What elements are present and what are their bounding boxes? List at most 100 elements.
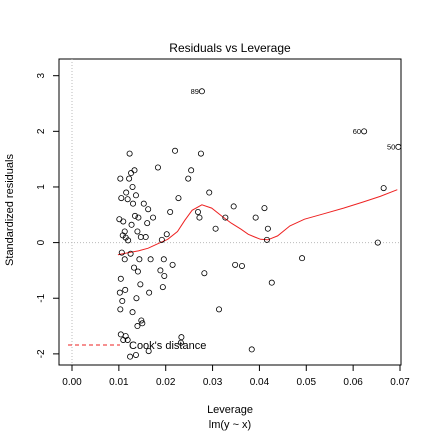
data-point [163,231,170,238]
smooth-line [117,189,398,256]
data-point [123,189,130,196]
data-point [133,295,140,302]
legend-label: Cook's distance [129,340,206,352]
data-point [185,175,192,182]
chart-title: Residuals vs Leverage [169,41,291,55]
data-point [197,150,204,157]
data-point [126,150,133,157]
data-point [131,167,138,174]
point-label: 50 [387,142,395,151]
data-point [222,214,229,221]
data-point [380,185,387,192]
data-point [157,267,164,274]
data-point [201,270,208,277]
data-point [121,256,128,263]
data-point [172,147,179,154]
data-point [117,331,124,338]
data-point [118,195,125,202]
y-axis: -2 -1 0 1 2 3 [36,72,60,358]
data-point [124,196,131,203]
smooth-line-group [117,189,398,256]
x-axis: 0.00 0.01 0.02 0.03 0.04 0.05 0.06 0.07 [62,364,410,388]
y-tick-label: 3 [36,72,47,78]
data-point [129,183,136,190]
data-point [140,200,147,207]
data-point [131,264,138,271]
data-point [198,88,205,95]
x-tick-label: 0.06 [343,377,363,388]
point-label: 89 [191,87,199,96]
data-point [118,249,125,256]
x-axis-subtitle: lm(y ~ x) [209,419,251,431]
y-tick-label: 0 [36,239,47,245]
data-point [175,195,182,202]
data-point [117,275,124,282]
data-point [134,323,141,330]
data-point [158,236,165,243]
data-point [395,143,402,150]
data-point [264,225,271,232]
data-point [261,205,268,212]
data-point [146,289,153,296]
data-point [117,306,124,313]
data-point [145,206,152,213]
data-point [142,234,149,241]
data-point [127,353,134,360]
y-tick-label: -1 [36,293,47,302]
data-point [147,256,154,263]
y-tick-label: -2 [36,349,47,358]
x-tick-label: 0.03 [203,377,223,388]
data-point [127,250,134,257]
data-point [128,170,135,177]
x-tick-label: 0.07 [390,377,410,388]
data-point [268,279,275,286]
data-point [145,348,152,355]
data-point [128,221,135,228]
data-point [136,256,143,263]
data-point [137,234,144,241]
data-point [135,214,142,221]
data-point [134,228,141,235]
point-label: 60 [353,127,361,136]
data-point [161,272,168,279]
legend: Cook's distance [68,340,206,352]
data-point [124,336,131,343]
data-point [132,192,139,199]
data-point [361,128,368,135]
data-point [144,220,151,227]
data-point [150,214,157,221]
data-point [232,261,239,268]
data-point [167,208,174,215]
data-point [125,237,132,244]
data-point [159,284,166,291]
data-point [230,203,237,210]
data-point [177,339,184,346]
data-point [160,256,167,263]
data-point [134,268,141,275]
data-point [139,320,146,327]
y-tick-label: 1 [36,184,47,190]
data-point [188,167,195,174]
data-point [138,317,145,324]
data-point [154,164,161,171]
data-point [374,239,381,246]
data-point [131,212,138,219]
x-tick-label: 0.04 [250,377,270,388]
data-point [119,298,126,305]
data-point [129,309,136,316]
data-point [120,218,127,225]
x-tick-label: 0.02 [156,377,176,388]
data-point [299,255,306,262]
x-tick-label: 0.05 [297,377,317,388]
data-point [206,189,213,196]
data-point [195,208,202,215]
data-point [178,334,185,341]
point-labels-group: 89 60 50 [191,87,396,152]
plot-frame [58,58,402,366]
data-point [169,261,176,268]
data-point [248,346,255,353]
data-point [116,289,123,296]
data-point [126,175,133,182]
data-point [212,225,219,232]
